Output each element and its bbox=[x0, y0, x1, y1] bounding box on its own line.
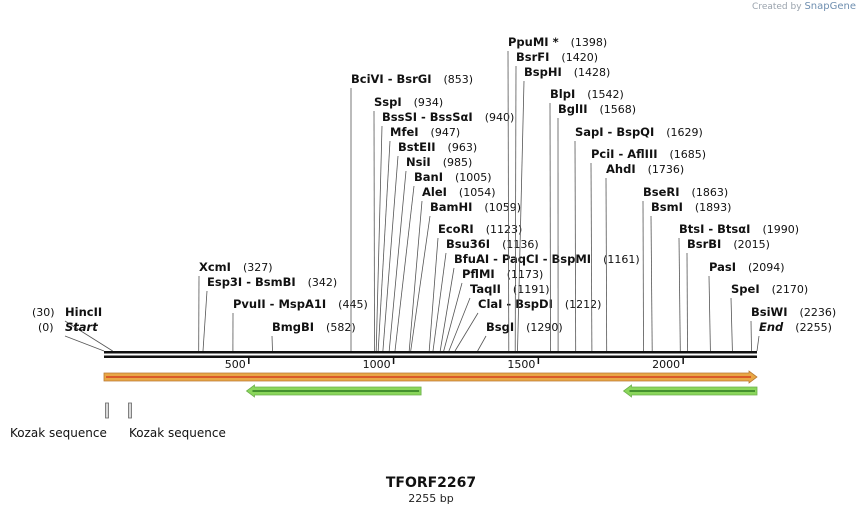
snapgene-credit: Created by SnapGene bbox=[752, 1, 856, 12]
enzyme-leader-line bbox=[678, 237, 681, 352]
enzyme-label[interactable]: MfeI (947) bbox=[390, 125, 460, 139]
enzyme-leader-line bbox=[448, 297, 471, 352]
enzyme-label[interactable]: SpeI (2170) bbox=[731, 282, 808, 296]
enzyme-leader-line bbox=[373, 110, 375, 352]
backbone-top bbox=[104, 351, 757, 354]
enzyme-label[interactable]: BtsI - BtsαI (1990) bbox=[679, 222, 799, 236]
enzyme-label[interactable]: AleI (1054) bbox=[422, 185, 496, 199]
enzyme-label[interactable]: BfuAI - PaqCI - BspMI (1161) bbox=[454, 252, 640, 266]
enzyme-leader-line bbox=[64, 335, 105, 352]
enzyme-leader-line bbox=[443, 282, 463, 352]
enzyme-label[interactable]: Esp3I - BsmBI (342) bbox=[207, 275, 337, 289]
enzyme-leader-line bbox=[517, 80, 525, 352]
enzyme-leader-line bbox=[730, 297, 733, 352]
enzyme-label[interactable]: BsgI (1290) bbox=[486, 320, 563, 334]
kozak-marker[interactable] bbox=[128, 402, 132, 419]
axis-tick-label: 1000 bbox=[363, 358, 391, 371]
enzyme-label[interactable]: BsmI (1893) bbox=[651, 200, 731, 214]
enzyme-leader-line bbox=[477, 335, 487, 352]
enzyme-label[interactable]: SspI (934) bbox=[374, 95, 443, 109]
enzyme-leader-line bbox=[642, 200, 644, 352]
enzyme-leader-line bbox=[64, 320, 113, 352]
enzyme-leader-line bbox=[454, 312, 479, 352]
credit-prefix: Created by bbox=[752, 2, 802, 12]
enzyme-label[interactable]: BssSI - BssSαI (940) bbox=[382, 110, 514, 124]
enzyme-leader-line bbox=[686, 252, 688, 352]
enzyme-label[interactable]: BspHI (1428) bbox=[524, 65, 610, 79]
enzyme-label[interactable]: PflMI (1173) bbox=[462, 267, 543, 281]
enzyme-label[interactable]: Bsu36I (1136) bbox=[446, 237, 539, 251]
enzyme-leader-line bbox=[410, 215, 431, 352]
enzyme-leader-line bbox=[394, 185, 415, 352]
plasmid-name: TFORF2267 bbox=[385, 475, 477, 491]
enzyme-label[interactable]: Start bbox=[65, 320, 98, 334]
enzyme-position-label: (30) bbox=[32, 306, 55, 319]
enzyme-leader-line bbox=[650, 215, 653, 352]
enzyme-label[interactable]: HincII bbox=[65, 305, 102, 319]
enzyme-leader-line bbox=[507, 50, 510, 352]
enzyme-label[interactable]: End (2255) bbox=[759, 320, 832, 334]
enzyme-leader-line bbox=[388, 170, 407, 352]
enzyme-leader-line bbox=[708, 275, 711, 352]
axis-tick-label: 500 bbox=[225, 358, 246, 371]
enzyme-label[interactable]: ClaI - BspDI (1212) bbox=[478, 297, 601, 311]
enzyme-label[interactable]: BciVI - BsrGI (853) bbox=[351, 72, 473, 86]
enzyme-label[interactable]: BsrBI (2015) bbox=[687, 237, 770, 251]
axis-tick-label: 2000 bbox=[652, 358, 680, 371]
enzyme-label[interactable]: BstEII (963) bbox=[398, 140, 477, 154]
enzyme-label[interactable]: BglII (1568) bbox=[558, 102, 636, 116]
enzyme-label[interactable]: PpuMI * (1398) bbox=[508, 35, 607, 49]
kozak-label: Kozak sequence bbox=[10, 426, 107, 440]
enzyme-label[interactable]: BmgBI (582) bbox=[272, 320, 356, 334]
enzyme-label[interactable]: AhdI (1736) bbox=[606, 162, 684, 176]
enzyme-leader-line bbox=[750, 320, 752, 352]
enzyme-leader-line bbox=[202, 290, 208, 352]
backbone-bottom bbox=[104, 355, 757, 358]
enzyme-label[interactable]: PasI (2094) bbox=[709, 260, 785, 274]
enzyme-label[interactable]: XcmI (327) bbox=[199, 260, 273, 274]
enzyme-position-label: (0) bbox=[38, 321, 54, 334]
enzyme-leader-line bbox=[439, 267, 455, 352]
enzyme-label[interactable]: NsiI (985) bbox=[406, 155, 472, 169]
enzyme-leader-line bbox=[375, 125, 383, 352]
enzyme-leader-line bbox=[408, 200, 423, 352]
enzyme-label[interactable]: BlpI (1542) bbox=[550, 87, 624, 101]
kozak-label: Kozak sequence bbox=[129, 426, 226, 440]
axis-tick-label: 1500 bbox=[507, 358, 535, 371]
enzyme-label[interactable]: BanI (1005) bbox=[414, 170, 492, 184]
enzyme-label[interactable]: BsiWI (2236) bbox=[751, 305, 836, 319]
enzyme-leader-line bbox=[549, 102, 551, 352]
enzyme-label[interactable]: BamHI (1059) bbox=[430, 200, 521, 214]
enzyme-label[interactable]: EcoRI (1123) bbox=[438, 222, 522, 236]
enzyme-leader-line bbox=[377, 140, 391, 352]
enzyme-leader-line bbox=[590, 162, 593, 352]
enzyme-leader-line bbox=[605, 177, 608, 352]
enzyme-leader-line bbox=[271, 335, 273, 352]
snapgene-logo: SnapGene bbox=[804, 1, 856, 12]
enzyme-leader-line bbox=[514, 65, 517, 352]
enzyme-leader-line bbox=[428, 237, 439, 352]
enzyme-label[interactable]: PvuII - MspA1I (445) bbox=[233, 297, 368, 311]
enzyme-label[interactable]: BseRI (1863) bbox=[643, 185, 728, 199]
enzyme-leader-line bbox=[432, 252, 447, 352]
kozak-marker[interactable] bbox=[105, 402, 109, 419]
enzyme-label[interactable]: BsrFI (1420) bbox=[516, 50, 598, 64]
plasmid-length: 2255 bp bbox=[408, 492, 454, 505]
enzyme-leader-line bbox=[382, 155, 399, 352]
enzyme-label[interactable]: TaqII (1191) bbox=[470, 282, 550, 296]
enzyme-leader-line bbox=[574, 140, 577, 352]
enzyme-label[interactable]: PciI - AflIII (1685) bbox=[591, 147, 706, 161]
enzyme-leader-line bbox=[756, 335, 760, 352]
enzyme-label[interactable]: SapI - BspQI (1629) bbox=[575, 125, 703, 139]
